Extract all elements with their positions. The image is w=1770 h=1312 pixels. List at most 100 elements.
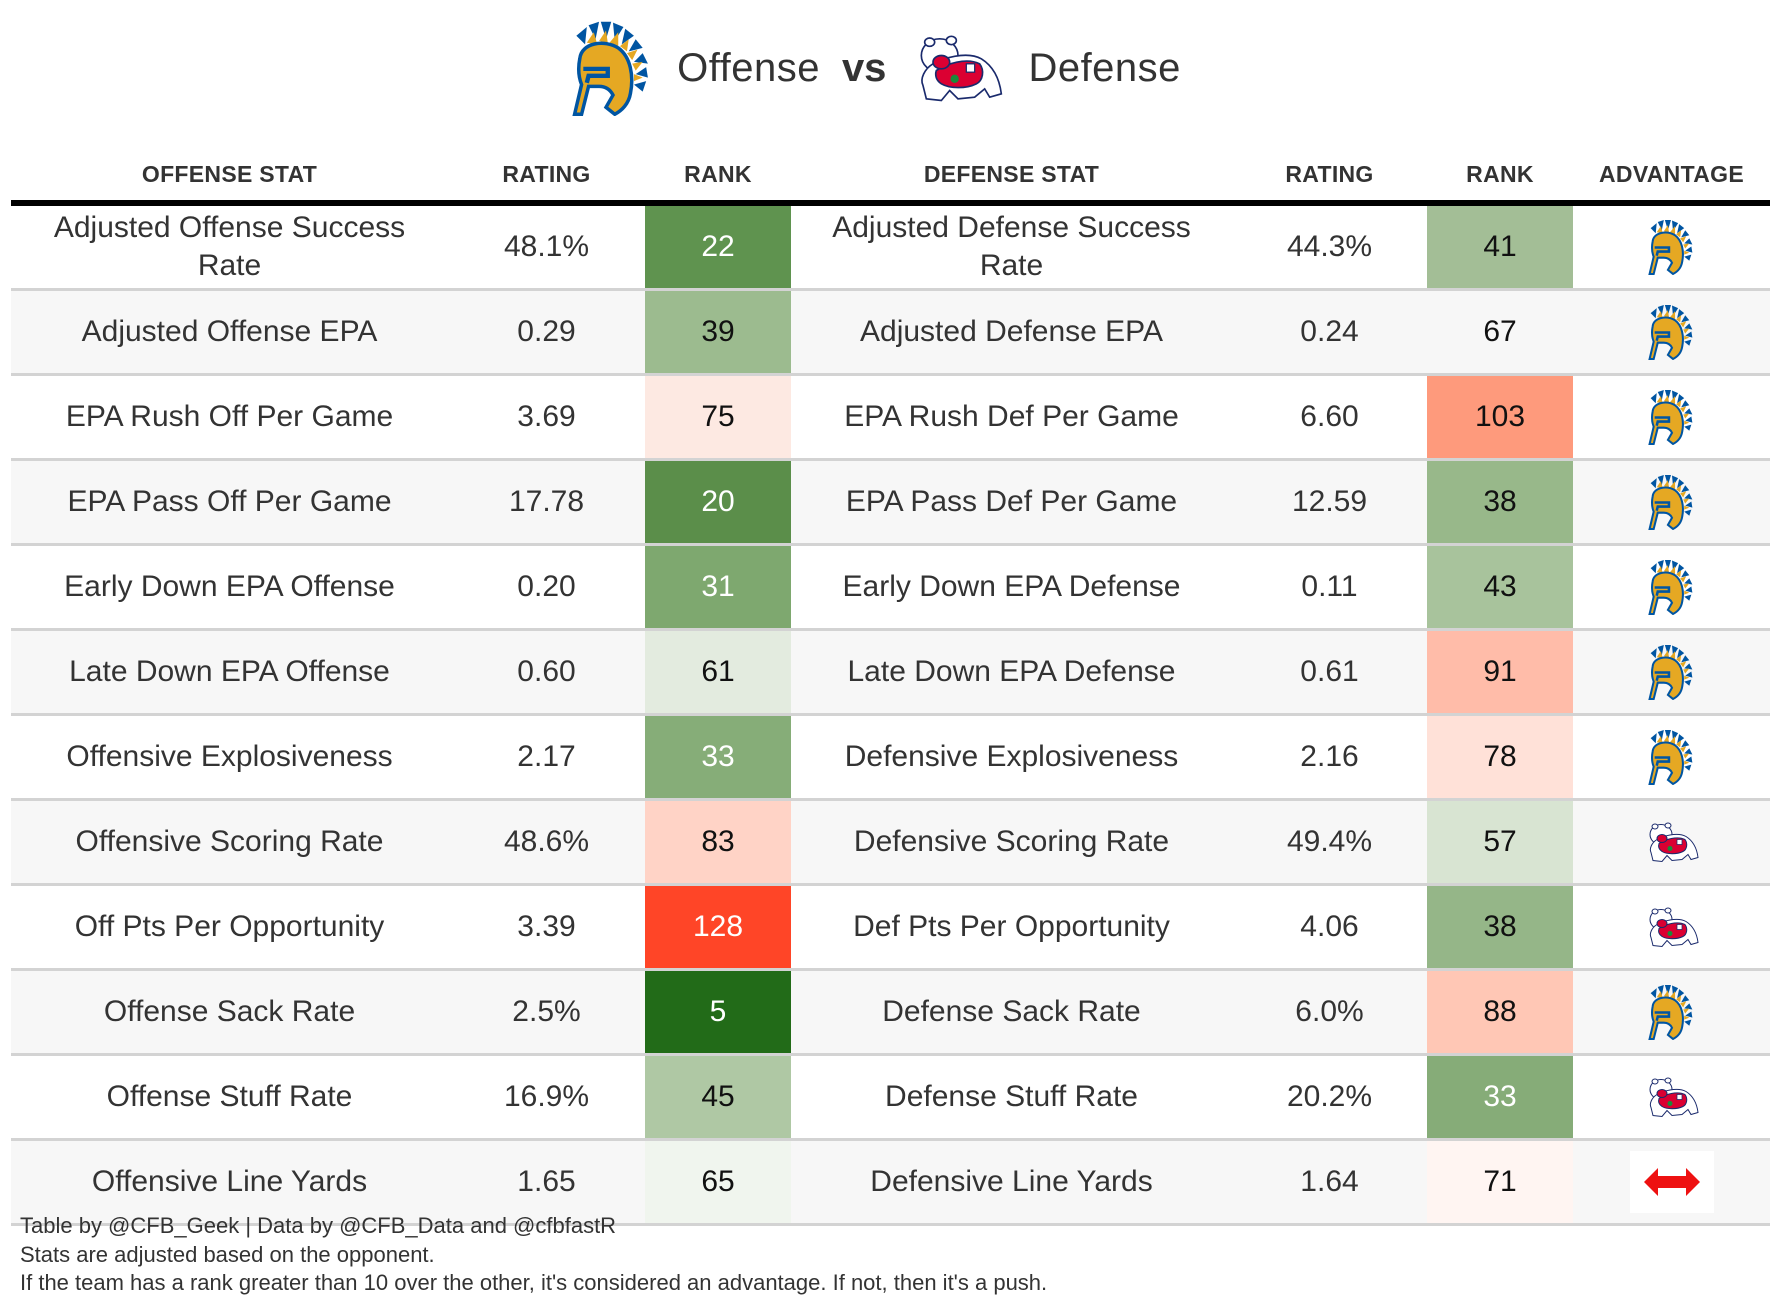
defense-stat-cell: Defensive Scoring Rate bbox=[791, 798, 1232, 885]
table-row: Adjusted Offense Success Rate 48.1% 22 Adju… bbox=[11, 203, 1770, 290]
offense-rank-cell: 20 bbox=[645, 458, 791, 545]
defense-rank-cell: 38 bbox=[1427, 883, 1573, 970]
defense-rating-cell: 6.60 bbox=[1232, 373, 1427, 460]
defense-rating-cell: 0.24 bbox=[1232, 288, 1427, 375]
defense-rank-cell: 33 bbox=[1427, 1053, 1573, 1140]
footer-notes: Table by @CFB_Geek | Data by @CFB_Data a… bbox=[20, 1212, 1047, 1298]
defense-stat-cell: Early Down EPA Defense bbox=[791, 543, 1232, 630]
defense-rating-cell: 2.16 bbox=[1232, 713, 1427, 800]
offense-rating-cell: 3.69 bbox=[448, 373, 645, 460]
footer-adjustment-note: Stats are adjusted based on the opponent… bbox=[20, 1241, 435, 1267]
offense-rating-cell: 48.6% bbox=[448, 798, 645, 885]
advantage-cell bbox=[1573, 628, 1770, 715]
offense-stat-cell: Offensive Explosiveness bbox=[11, 713, 448, 800]
defense-rating-cell: 6.0% bbox=[1232, 968, 1427, 1055]
defense-stat-cell: Late Down EPA Defense bbox=[791, 628, 1232, 715]
offense-stat-cell: Offensive Line Yards bbox=[11, 1138, 448, 1226]
table-row: Adjusted Offense EPA 0.29 39 Adjusted Defen… bbox=[11, 288, 1770, 375]
table-row: EPA Rush Off Per Game 3.69 75 EPA Rush Def … bbox=[11, 373, 1770, 460]
offense-rating-cell: 17.78 bbox=[448, 458, 645, 545]
spartan-helmet-icon bbox=[1644, 304, 1700, 360]
defense-rank-cell: 57 bbox=[1427, 798, 1573, 885]
header-offense-rank: RANK bbox=[645, 148, 791, 206]
offense-stat-cell: Early Down EPA Offense bbox=[11, 543, 448, 630]
offense-stat-cell: Adjusted Offense Success Rate bbox=[11, 203, 448, 290]
offense-rank-cell: 128 bbox=[645, 883, 791, 970]
header-row: OFFENSE STAT RATING RANK DEFENSE STAT RA… bbox=[11, 148, 1770, 206]
offense-rank-cell: 83 bbox=[645, 798, 791, 885]
defense-stat-cell: Defense Sack Rate bbox=[791, 968, 1232, 1055]
defense-rank-cell: 41 bbox=[1427, 203, 1573, 290]
spartan-helmet-icon bbox=[1644, 559, 1700, 615]
offense-title: Offense bbox=[677, 45, 820, 90]
defense-stat-cell: Defense Stuff Rate bbox=[791, 1053, 1232, 1140]
offense-rank-cell: 5 bbox=[645, 968, 791, 1055]
defense-stat-cell: EPA Pass Def Per Game bbox=[791, 458, 1232, 545]
defense-rating-cell: 44.3% bbox=[1232, 203, 1427, 290]
table-row: Offensive Scoring Rate 48.6% 83 Defensive S… bbox=[11, 798, 1770, 885]
offense-stat-cell: Offensive Scoring Rate bbox=[11, 798, 448, 885]
defense-stat-cell: Defensive Explosiveness bbox=[791, 713, 1232, 800]
offense-rating-cell: 48.1% bbox=[448, 203, 645, 290]
advantage-cell bbox=[1573, 968, 1770, 1055]
defense-rating-cell: 4.06 bbox=[1232, 883, 1427, 970]
offense-stat-cell: EPA Rush Off Per Game bbox=[11, 373, 448, 460]
header-offense-rating: RATING bbox=[448, 148, 645, 206]
offense-rank-cell: 75 bbox=[645, 373, 791, 460]
defense-rating-cell: 12.59 bbox=[1232, 458, 1427, 545]
table-row: Late Down EPA Offense 0.60 61 Late Down EPA… bbox=[11, 628, 1770, 715]
header-defense-rating: RATING bbox=[1232, 148, 1427, 206]
offense-stat-cell: EPA Pass Off Per Game bbox=[11, 458, 448, 545]
offense-stat-cell: Adjusted Offense EPA bbox=[11, 288, 448, 375]
table-row: EPA Pass Off Per Game 17.78 20 EPA Pass Def… bbox=[11, 458, 1770, 545]
offense-rating-cell: 16.9% bbox=[448, 1053, 645, 1140]
defense-stat-cell: Def Pts Per Opportunity bbox=[791, 883, 1232, 970]
footer-advantage-note: If the team has a rank greater than 10 o… bbox=[20, 1270, 1048, 1295]
offense-rating-cell: 2.17 bbox=[448, 713, 645, 800]
advantage-cell bbox=[1573, 883, 1770, 970]
offense-rating-cell: 0.60 bbox=[448, 628, 645, 715]
push-arrow-icon bbox=[1629, 1151, 1714, 1213]
defense-rating-cell: 0.61 bbox=[1232, 628, 1427, 715]
offense-rating-cell: 0.20 bbox=[448, 543, 645, 630]
advantage-cell bbox=[1573, 458, 1770, 545]
table-row: Offensive Explosiveness 2.17 33 Defensive E… bbox=[11, 713, 1770, 800]
table-row: Offense Sack Rate 2.5% 5 Defense Sack Rate 6… bbox=[11, 968, 1770, 1055]
offense-stat-cell: Late Down EPA Offense bbox=[11, 628, 448, 715]
defense-title: Defense bbox=[1028, 45, 1181, 90]
footer-credits: Table by @CFB_Geek | Data by @CFB_Data a… bbox=[20, 1213, 617, 1238]
offense-rating-cell: 2.5% bbox=[448, 968, 645, 1055]
vs-label: vs bbox=[841, 45, 887, 90]
offense-stat-cell: Offense Sack Rate bbox=[11, 968, 448, 1055]
spartan-helmet-icon bbox=[1644, 219, 1700, 275]
defense-stat-cell: EPA Rush Def Per Game bbox=[791, 373, 1232, 460]
defense-rating-cell: 49.4% bbox=[1232, 798, 1427, 885]
offense-rating-cell: 0.29 bbox=[448, 288, 645, 375]
advantage-cell bbox=[1573, 798, 1770, 885]
defense-rank-cell: 88 bbox=[1427, 968, 1573, 1055]
page-title: Offense vs Defense bbox=[0, 18, 1770, 118]
spartan-helmet-icon bbox=[1644, 474, 1700, 530]
defense-rank-cell: 67 bbox=[1427, 288, 1573, 375]
defense-stat-cell: Adjusted Defense Success Rate bbox=[791, 203, 1232, 290]
advantage-cell bbox=[1573, 1053, 1770, 1140]
defense-rating-cell: 1.64 bbox=[1232, 1138, 1427, 1226]
offense-rank-cell: 61 bbox=[645, 628, 791, 715]
spartan-helmet-icon bbox=[1644, 984, 1700, 1040]
advantage-cell bbox=[1573, 1138, 1770, 1226]
advantage-cell bbox=[1573, 203, 1770, 290]
defense-stat-cell: Defensive Line Yards bbox=[791, 1138, 1232, 1226]
table-row: Offense Stuff Rate 16.9% 45 Defense Stuff R… bbox=[11, 1053, 1770, 1140]
advantage-cell bbox=[1573, 713, 1770, 800]
defense-rank-cell: 103 bbox=[1427, 373, 1573, 460]
matchup-table: OFFENSE STAT RATING RANK DEFENSE STAT RA… bbox=[11, 148, 1770, 1226]
advantage-cell bbox=[1573, 288, 1770, 375]
defense-rank-cell: 91 bbox=[1427, 628, 1573, 715]
defense-rank-cell: 78 bbox=[1427, 713, 1573, 800]
offense-rank-cell: 45 bbox=[645, 1053, 791, 1140]
bulldog-icon bbox=[908, 28, 1008, 108]
spartan-helmet-icon bbox=[1644, 729, 1700, 785]
offense-stat-cell: Offense Stuff Rate bbox=[11, 1053, 448, 1140]
defense-stat-cell: Adjusted Defense EPA bbox=[791, 288, 1232, 375]
defense-rating-cell: 20.2% bbox=[1232, 1053, 1427, 1140]
